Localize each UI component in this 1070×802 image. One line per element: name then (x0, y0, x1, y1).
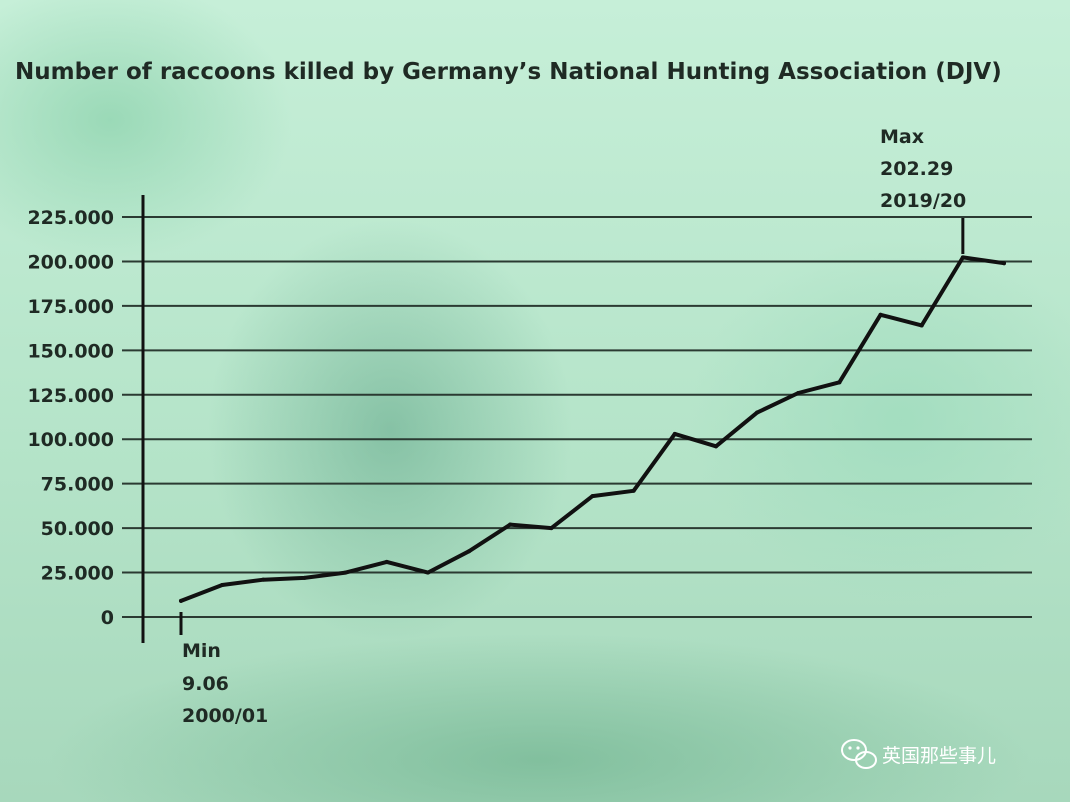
data-point (384, 559, 389, 564)
max-value: 202.29 (880, 158, 953, 180)
data-point (837, 380, 842, 385)
data-point (590, 494, 595, 499)
data-point (220, 583, 225, 587)
y-tick-label: 225.000 (27, 207, 114, 229)
data-point (713, 444, 718, 449)
y-tick-label: 200.000 (27, 251, 114, 273)
max-label: Max (880, 126, 924, 148)
data-point (796, 391, 801, 395)
data-point (755, 410, 760, 415)
y-tick-label: 150.000 (27, 340, 114, 362)
grid-lines (122, 216, 1032, 618)
data-point (919, 323, 924, 328)
y-tick-label: 125.000 (27, 385, 114, 407)
y-tick-label: 50.000 (41, 518, 114, 540)
y-tick-labels: 0 25.000 50.000 75.000 100.000 125.000 150.000… (27, 207, 114, 629)
data-point (179, 598, 183, 603)
watermark: 英国那些事儿 (841, 739, 996, 769)
data-point (467, 549, 472, 554)
chart-title: Number of raccoons killed by Germany’s N… (15, 59, 1002, 85)
y-tick-label: 100.000 (27, 429, 114, 451)
data-point (1002, 261, 1006, 266)
watermark-text: 英国那些事儿 (882, 745, 996, 767)
data-points (179, 255, 1006, 603)
data-point (878, 312, 883, 317)
y-tick-label: 0 (101, 607, 114, 629)
data-point (549, 526, 554, 531)
y-tick-label: 25.000 (41, 563, 114, 585)
data-point (631, 488, 636, 493)
max-period: 2019/20 (880, 190, 966, 212)
y-tick-label: 75.000 (41, 474, 114, 496)
data-point (425, 570, 430, 575)
data-point (343, 570, 348, 575)
data-point (672, 431, 677, 436)
min-period: 2000/01 (182, 705, 268, 727)
data-point (261, 577, 266, 582)
data-point (302, 575, 307, 580)
y-tick-label: 175.000 (27, 296, 114, 318)
min-label: Min (182, 640, 221, 662)
series-line (179, 255, 1006, 603)
data-point (508, 522, 513, 527)
wechat-icon (841, 739, 877, 769)
min-value: 9.06 (182, 673, 229, 695)
data-point (960, 255, 965, 260)
